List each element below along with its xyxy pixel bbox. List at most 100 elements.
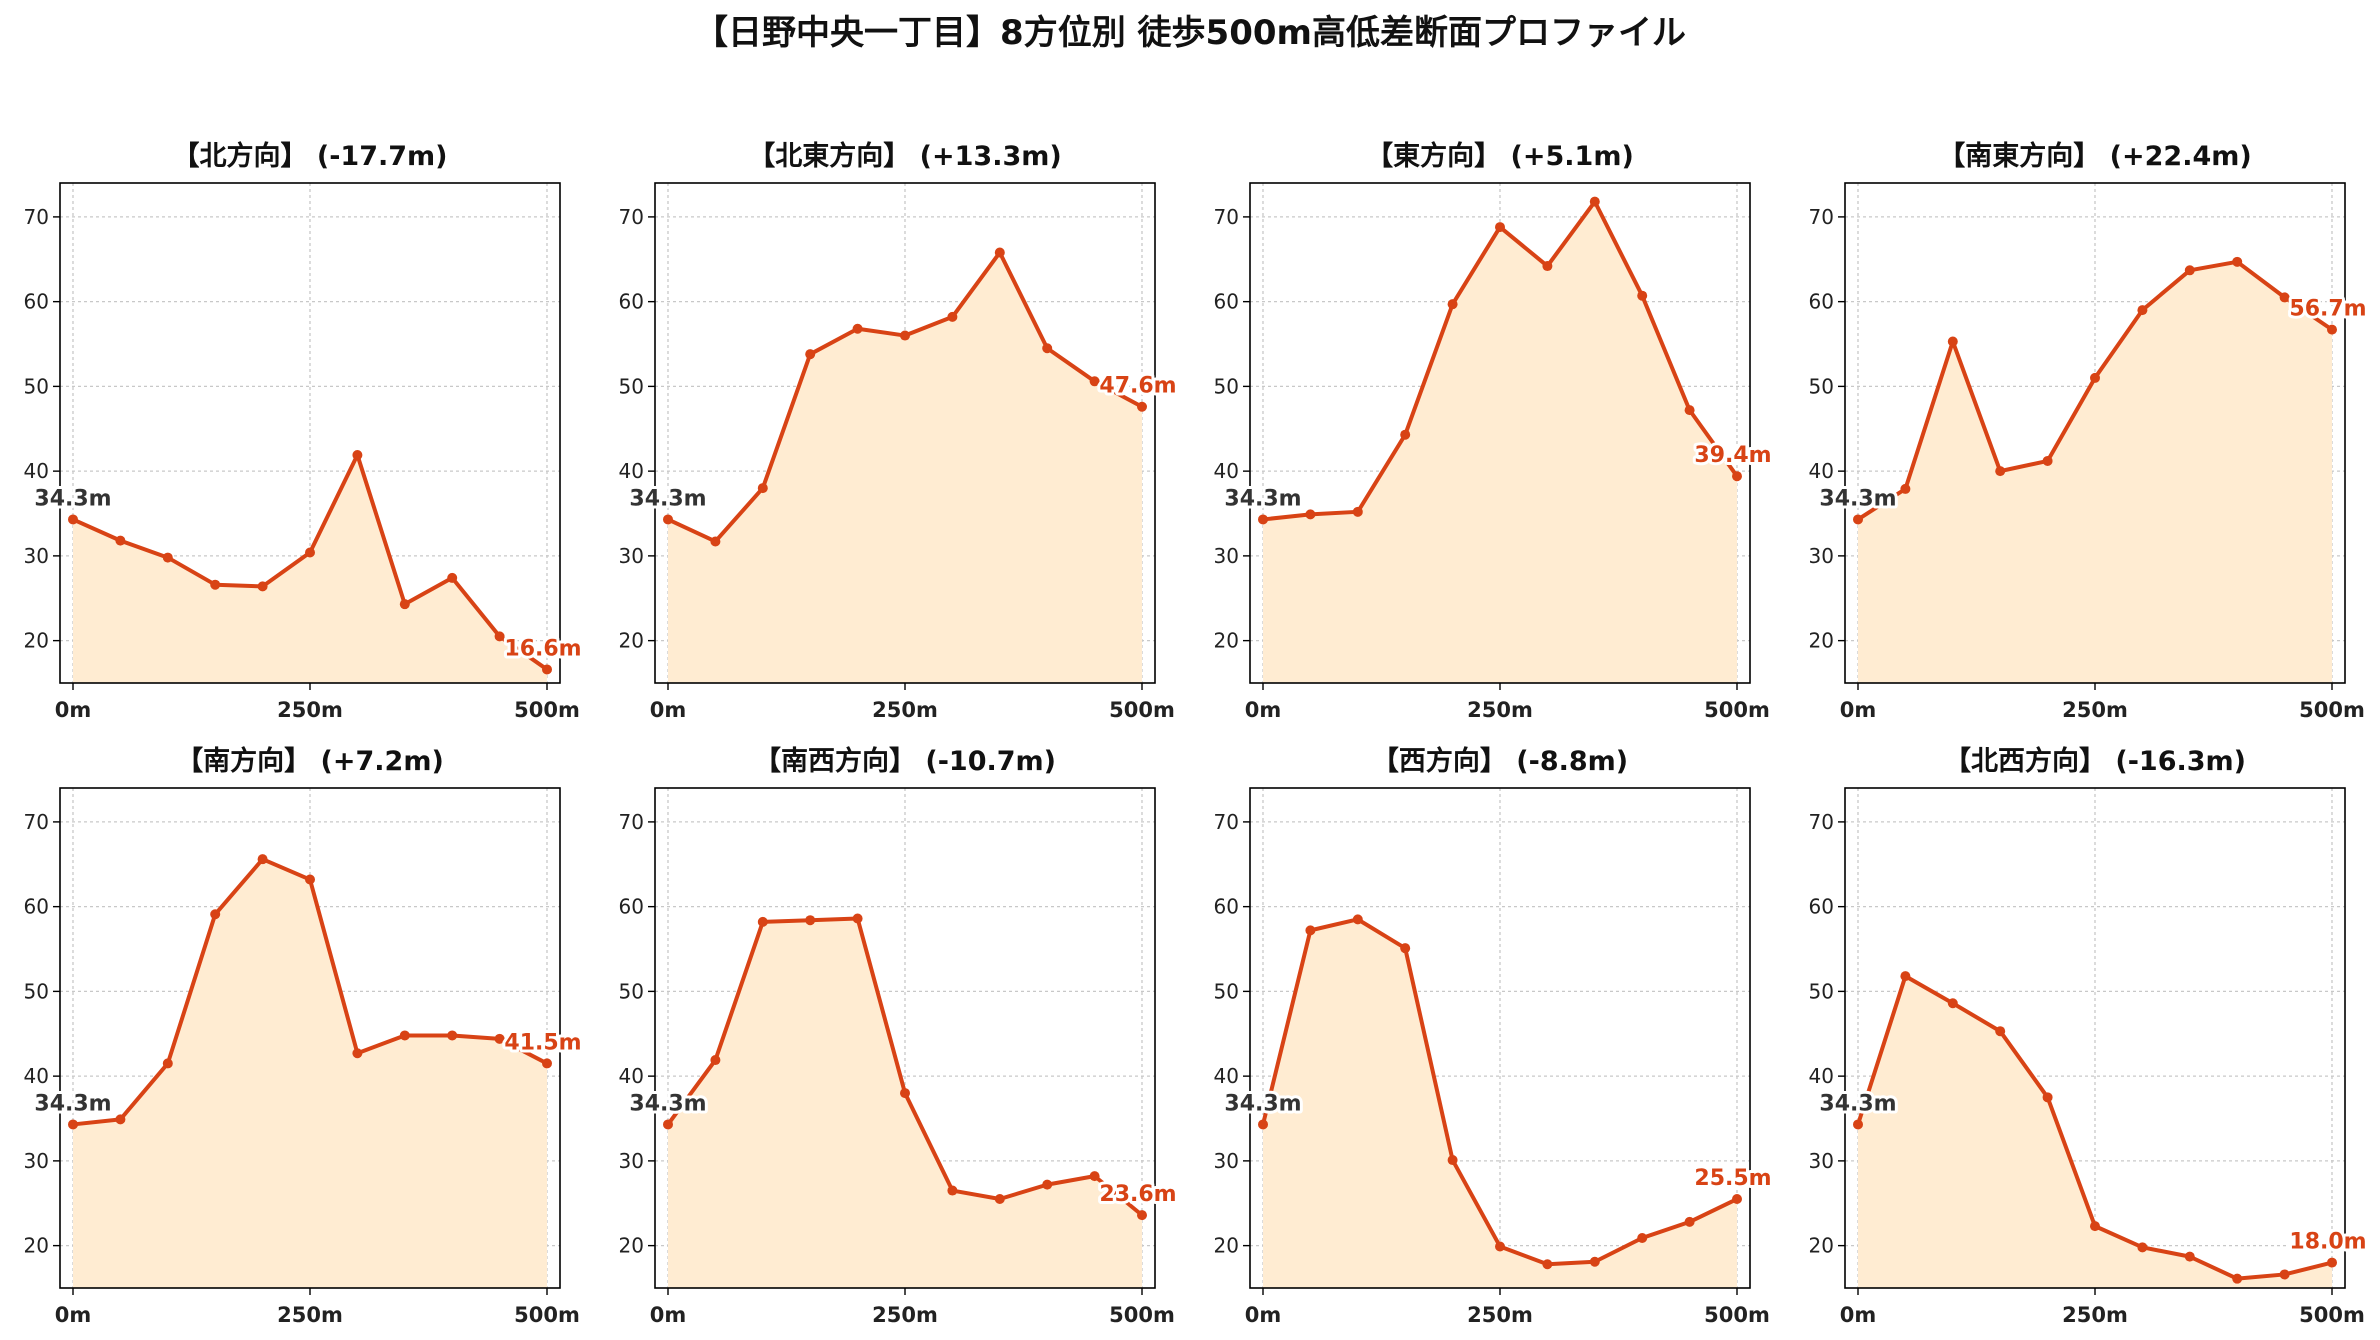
elevation-point xyxy=(1995,466,2006,477)
elevation-point xyxy=(352,450,363,461)
end-elevation-label: 18.0m xyxy=(2289,1230,2366,1255)
elevation-area xyxy=(73,455,547,683)
x-tick-label: 0m xyxy=(55,698,92,722)
end-elevation-label: 47.6m xyxy=(1099,374,1176,399)
profile-panel-5: 【南西方向】 (-10.7m) 20 30 40 50 60 70 0m 250m 500m 34.… xyxy=(619,745,1180,1327)
elevation-point xyxy=(1305,509,1316,520)
y-tick-label: 60 xyxy=(1809,895,1834,919)
x-tick-label: 250m xyxy=(2062,698,2128,722)
elevation-point xyxy=(805,915,816,926)
elevation-point xyxy=(663,514,673,525)
y-tick-label: 70 xyxy=(619,205,644,229)
elevation-point xyxy=(1258,514,1268,525)
y-tick-label: 60 xyxy=(1214,895,1239,919)
elevation-point xyxy=(399,1030,410,1041)
y-tick-label: 70 xyxy=(1214,205,1239,229)
panel-title: 【南方向】 (+7.2m) xyxy=(176,745,444,777)
elevation-area xyxy=(1858,261,2332,683)
y-tick-label: 60 xyxy=(24,290,49,314)
x-tick-label: 0m xyxy=(650,698,687,722)
start-elevation-label: 34.3m xyxy=(34,486,111,511)
end-elevation-label: 41.5m xyxy=(504,1030,581,1055)
x-tick-label: 500m xyxy=(514,698,580,722)
x-tick-label: 250m xyxy=(277,698,343,722)
profile-panel-3: 【南東方向】 (+22.4m) 20 30 40 50 60 70 0m 250m 500m 34.… xyxy=(1809,140,2370,722)
x-tick-label: 250m xyxy=(872,1303,938,1327)
end-elevation-label: 23.6m xyxy=(1099,1182,1176,1207)
y-tick-label: 50 xyxy=(24,979,49,1003)
panel-title: 【東方向】 (+5.1m) xyxy=(1366,140,1634,172)
end-elevation-label: 25.5m xyxy=(1694,1166,1771,1191)
y-tick-label: 40 xyxy=(24,1064,49,1088)
elevation-point xyxy=(1542,261,1553,272)
elevation-point xyxy=(1447,299,1458,310)
y-tick-label: 70 xyxy=(619,810,644,834)
elevation-point xyxy=(1352,914,1363,925)
elevation-point xyxy=(68,1119,78,1130)
y-tick-label: 20 xyxy=(24,629,49,653)
start-elevation-label: 34.3m xyxy=(1224,486,1301,511)
elevation-point xyxy=(1305,925,1316,936)
elevation-point xyxy=(494,631,505,642)
elevation-area xyxy=(73,859,547,1288)
elevation-point xyxy=(900,1088,910,1099)
start-elevation-label: 34.3m xyxy=(629,486,706,511)
elevation-point xyxy=(1900,971,1911,982)
y-tick-label: 30 xyxy=(24,1149,49,1173)
x-tick-label: 0m xyxy=(55,1303,92,1327)
x-tick-label: 0m xyxy=(650,1303,687,1327)
x-tick-label: 250m xyxy=(872,698,938,722)
y-tick-label: 50 xyxy=(1214,374,1239,398)
y-tick-label: 40 xyxy=(24,459,49,483)
elevation-point xyxy=(1637,290,1648,301)
elevation-point xyxy=(257,581,268,592)
elevation-point xyxy=(947,311,958,322)
elevation-point xyxy=(1947,336,1958,347)
y-tick-label: 50 xyxy=(1809,374,1834,398)
x-tick-label: 500m xyxy=(1704,698,1770,722)
y-tick-label: 70 xyxy=(24,205,49,229)
elevation-point xyxy=(447,1030,458,1041)
x-tick-label: 250m xyxy=(1467,1303,1533,1327)
elevation-point xyxy=(2279,1269,2290,1280)
elevation-point xyxy=(2137,305,2148,316)
y-tick-label: 20 xyxy=(1214,1234,1239,1258)
y-tick-label: 70 xyxy=(1214,810,1239,834)
y-tick-label: 30 xyxy=(1214,544,1239,568)
elevation-point xyxy=(1258,1119,1268,1130)
elevation-point xyxy=(663,1119,673,1130)
y-tick-label: 60 xyxy=(619,290,644,314)
elevation-point xyxy=(1352,506,1363,517)
start-elevation-label: 34.3m xyxy=(1819,1091,1896,1116)
elevation-point xyxy=(1542,1259,1553,1270)
elevation-point xyxy=(447,572,458,583)
elevation-point xyxy=(2327,324,2337,335)
elevation-point xyxy=(994,1194,1005,1205)
x-tick-label: 500m xyxy=(2299,1303,2365,1327)
elevation-point xyxy=(947,1185,958,1196)
elevation-point xyxy=(1947,998,1958,1009)
elevation-point xyxy=(1900,483,1911,494)
profile-panel-1: 【北東方向】 (+13.3m) 20 30 40 50 60 70 0m 250m 500m 34.… xyxy=(619,140,1180,722)
x-tick-label: 500m xyxy=(2299,698,2365,722)
start-elevation-label: 34.3m xyxy=(629,1091,706,1116)
elevation-point xyxy=(1137,1210,1147,1221)
y-tick-label: 30 xyxy=(619,1149,644,1173)
elevation-point xyxy=(2042,455,2053,466)
elevation-point xyxy=(2184,1251,2195,1262)
elevation-area xyxy=(1858,976,2332,1288)
elevation-point xyxy=(1089,1171,1100,1182)
elevation-point xyxy=(1732,471,1742,482)
elevation-point xyxy=(542,664,552,675)
elevation-point xyxy=(2232,1273,2243,1284)
elevation-point xyxy=(2090,1221,2100,1232)
y-tick-label: 30 xyxy=(619,544,644,568)
elevation-point xyxy=(162,1058,173,1069)
y-tick-label: 70 xyxy=(1809,205,1834,229)
elevation-point xyxy=(68,514,78,525)
y-tick-label: 40 xyxy=(1214,1064,1239,1088)
y-tick-label: 20 xyxy=(1809,629,1834,653)
x-tick-label: 0m xyxy=(1840,1303,1877,1327)
